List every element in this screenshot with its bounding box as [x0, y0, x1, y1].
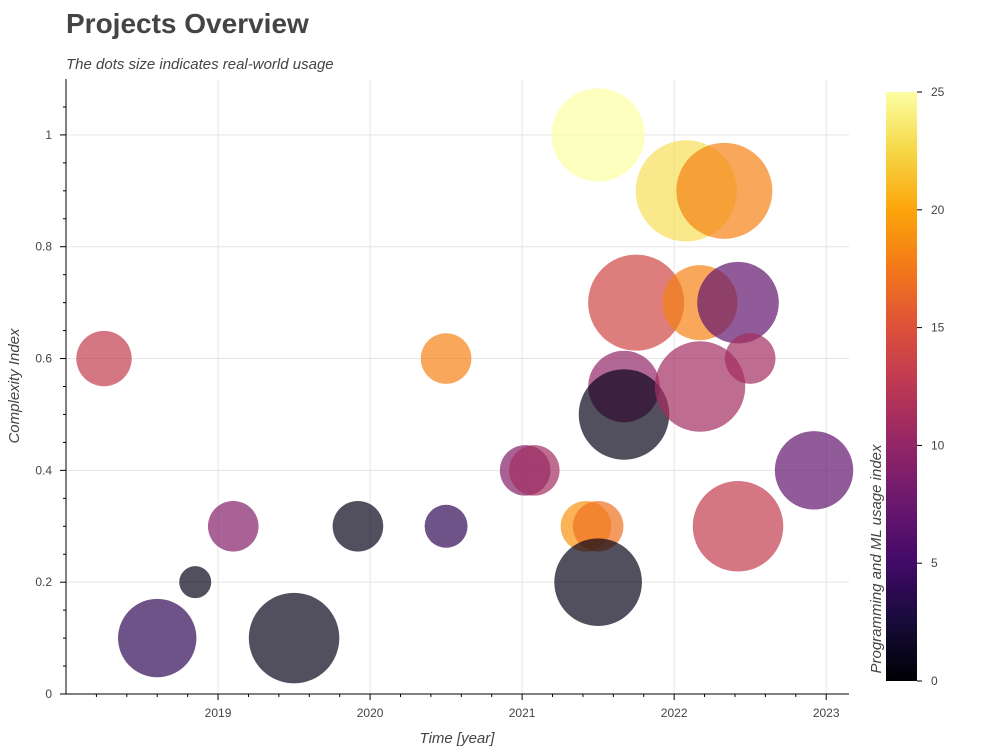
colorbar-tick-label: 15 — [931, 321, 945, 335]
data-points — [76, 88, 854, 684]
data-point — [207, 500, 259, 552]
data-point — [724, 333, 776, 384]
colorbar-tick-label: 5 — [931, 556, 938, 570]
data-point — [118, 598, 197, 678]
y-tick-label: 0 — [45, 687, 52, 701]
colorbar-ticks: 0 5 10 15 20 25 — [917, 85, 945, 688]
y-tick-label: 0.4 — [35, 463, 52, 477]
colorbar-tick-label: 10 — [931, 438, 945, 452]
y-tick-label: 0.6 — [35, 352, 52, 366]
data-point — [774, 431, 854, 510]
data-point — [554, 538, 642, 626]
data-point — [588, 254, 685, 351]
colorbar — [886, 92, 917, 681]
data-point — [697, 261, 779, 344]
x-tick-label: 2021 — [509, 706, 536, 720]
chart-subtitle: The dots size indicates real-world usage — [66, 56, 334, 73]
data-point — [179, 566, 212, 599]
chart-title: Projects Overview — [66, 8, 309, 39]
data-point — [420, 333, 472, 384]
y-axis-title: Complexity Index — [6, 328, 23, 444]
x-tick-label: 2019 — [205, 706, 232, 720]
data-point — [424, 504, 468, 548]
colorbar-title: Programming and ML usage index — [868, 444, 885, 674]
data-point — [578, 369, 670, 460]
y-tick-label: 0.2 — [35, 575, 52, 589]
data-point — [332, 500, 384, 552]
x-tick-label: 2023 — [813, 706, 840, 720]
data-point — [508, 445, 560, 496]
data-point — [551, 88, 645, 182]
x-tick-label: 2022 — [661, 706, 688, 720]
data-point — [572, 500, 624, 552]
data-point — [76, 330, 132, 387]
colorbar-tick-label: 0 — [931, 674, 938, 688]
y-ticks: 0 0.2 0.4 0.6 0.8 1 — [35, 106, 66, 701]
y-tick-label: 0.8 — [35, 240, 52, 254]
data-point — [676, 142, 773, 239]
x-axis-title: Time [year] — [420, 730, 496, 747]
data-point — [692, 481, 784, 572]
colorbar-tick-label: 25 — [931, 85, 945, 99]
colorbar-tick-label: 20 — [931, 203, 945, 217]
data-point — [654, 341, 746, 432]
y-tick-label: 1 — [45, 128, 52, 142]
x-ticks: 2019 2020 2021 2022 2023 — [95, 694, 840, 720]
data-point — [248, 592, 340, 684]
x-tick-label: 2020 — [357, 706, 384, 720]
